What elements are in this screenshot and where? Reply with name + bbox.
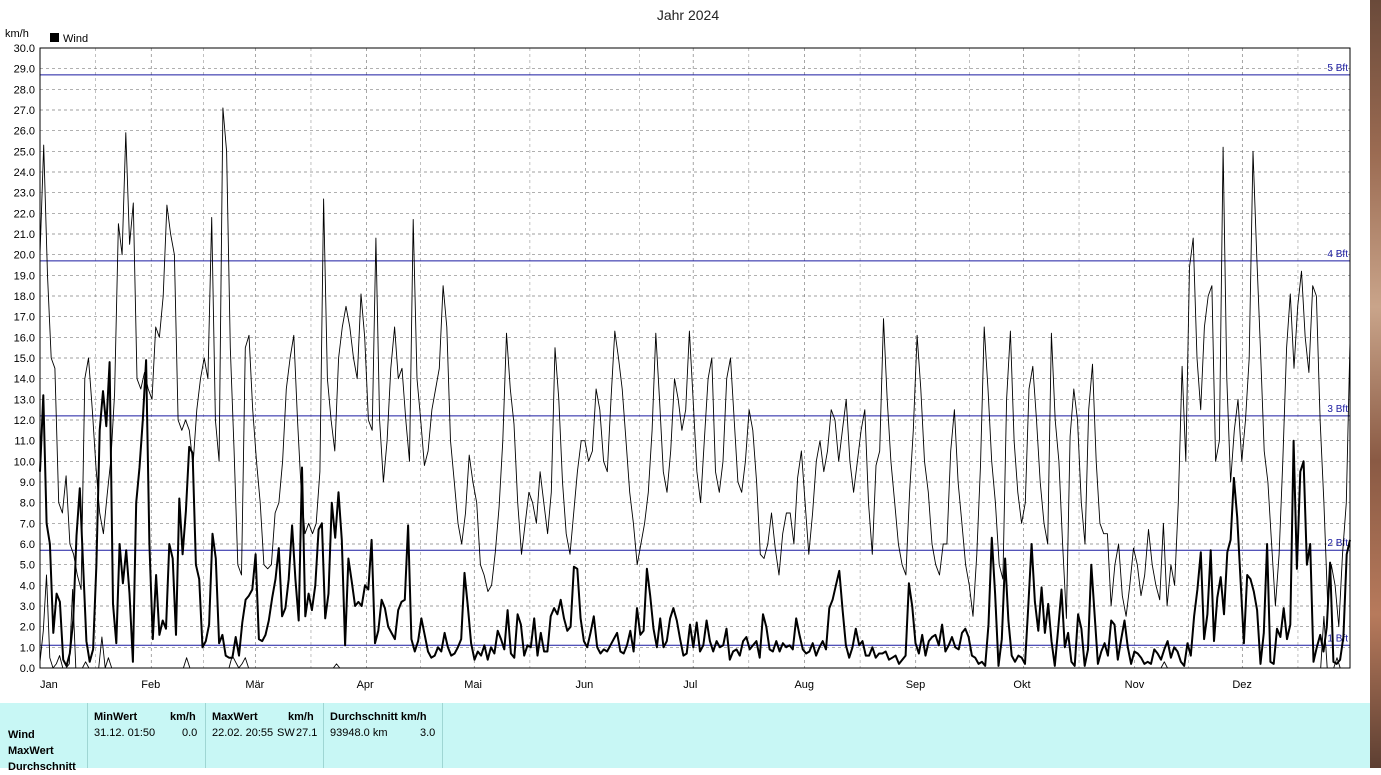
row-label-maxwert: MaxWert	[8, 745, 54, 757]
max-unit: km/h	[288, 711, 314, 723]
y-tick-label: 19.0	[14, 270, 35, 282]
x-tick-label: Feb	[141, 679, 160, 691]
y-tick-label: 27.0	[14, 105, 35, 117]
y-tick-label: 29.0	[14, 64, 35, 76]
y-tick-label: 2.0	[20, 622, 35, 634]
stats-col-max: MaxWert km/h 22.02. 20:55 SW 27.1	[205, 703, 324, 768]
y-tick-label: 3.0	[20, 601, 35, 613]
y-axis-ticks: 0.0 1.0 2.0 3.0 4.0 5.0 6.0 7.0 8.0 9.0 10.0 11.0 12…	[14, 43, 35, 675]
series	[39, 107, 1351, 669]
y-tick-label: 24.0	[14, 167, 35, 179]
y-tick-label: 10.0	[14, 456, 35, 468]
max-value: 27.1	[296, 727, 318, 739]
y-tick-label: 28.0	[14, 84, 35, 96]
y-tick-label: 21.0	[14, 229, 35, 241]
y-tick-label: 12.0	[14, 415, 35, 427]
avg-distance: 93948.0 km	[330, 727, 388, 739]
x-tick-label: Jan	[40, 679, 58, 691]
beaufort-label: 2 Bft	[1327, 538, 1348, 549]
y-tick-label: 22.0	[14, 208, 35, 220]
y-tick-label: 4.0	[20, 580, 35, 592]
beaufort-label: 4 Bft	[1327, 249, 1348, 260]
x-axis-ticks: Jan Feb Mär Apr Mai Jun Jul Aug Sep Okt Nov Dez	[40, 679, 1252, 691]
y-tick-label: 18.0	[14, 291, 35, 303]
y-tick-label: 20.0	[14, 250, 35, 262]
max-header: MaxWert	[212, 711, 258, 723]
x-tick-label: Okt	[1013, 679, 1030, 691]
beaufort-lines: 1 Bft 2 Bft 3 Bft 4 Bft 5 Bft	[40, 63, 1350, 646]
y-tick-label: 15.0	[14, 353, 35, 365]
avg-header: Durchschnitt km/h	[330, 711, 427, 723]
y-tick-label: 0.0	[20, 663, 35, 675]
x-tick-label: Mär	[245, 679, 264, 691]
y-tick-label: 23.0	[14, 188, 35, 200]
max-direction: SW	[277, 727, 295, 739]
x-tick-label: Apr	[357, 679, 374, 691]
plot-frame	[39, 47, 1351, 669]
y-tick-label: 7.0	[20, 518, 35, 530]
chart-title: Jahr 2024	[657, 7, 719, 23]
y-tick-label: 5.0	[20, 560, 35, 572]
y-tick-label: 9.0	[20, 477, 35, 489]
y-tick-label: 16.0	[14, 332, 35, 344]
y-tick-label: 1.0	[20, 642, 35, 654]
beaufort-label: 3 Bft	[1327, 404, 1348, 415]
min-header: MinWert	[94, 711, 138, 723]
row-label-wind: Wind	[8, 729, 35, 741]
y-tick-label: 14.0	[14, 374, 35, 386]
y-tick-label: 6.0	[20, 539, 35, 551]
y-tick-label: 11.0	[14, 436, 35, 448]
y-tick-label: 13.0	[14, 394, 35, 406]
series-line-maxwert	[39, 107, 1351, 628]
x-tick-label: Mai	[464, 679, 482, 691]
series-line-wind	[39, 359, 1351, 667]
x-tick-label: Nov	[1125, 679, 1145, 691]
y-tick-label: 8.0	[20, 498, 35, 510]
x-tick-label: Dez	[1232, 679, 1252, 691]
stats-col-avg: Durchschnitt km/h 93948.0 km 3.0	[323, 703, 443, 768]
min-value: 0.0	[182, 727, 198, 739]
beaufort-label: 5 Bft	[1327, 63, 1348, 74]
y-tick-label: 25.0	[14, 146, 35, 158]
x-tick-label: Jul	[683, 679, 697, 691]
stats-table: Wind MaxWert Durchschnitt MinWert km/h 3…	[0, 703, 1370, 773]
x-tick-label: Jun	[576, 679, 594, 691]
avg-value: 3.0	[420, 727, 436, 739]
y-tick-label: 26.0	[14, 126, 35, 138]
row-label-durchschnitt: Durchschnitt	[8, 761, 76, 773]
x-tick-label: Aug	[794, 679, 814, 691]
background-photo-edge	[1370, 0, 1381, 768]
y-tick-label: 30.0	[14, 43, 35, 55]
x-tick-label: Sep	[906, 679, 926, 691]
min-unit: km/h	[170, 711, 196, 723]
legend-swatch	[50, 33, 59, 42]
y-axis-unit-label: km/h	[5, 28, 29, 40]
max-datetime: 22.02. 20:55	[212, 727, 274, 739]
y-tick-label: 17.0	[14, 312, 35, 324]
legend-label-wind: Wind	[63, 33, 88, 45]
beaufort-label: 1 Bft	[1327, 633, 1348, 644]
min-datetime: 31.12. 01:50	[94, 727, 156, 739]
grid	[40, 48, 1350, 668]
wind-chart: Jahr 2024 km/h Wind 1 Bft 2 Bft 3 Bft 4 Bft…	[5, 7, 1351, 691]
stats-col-min: MinWert km/h 31.12. 01:50 0.0	[87, 703, 206, 768]
